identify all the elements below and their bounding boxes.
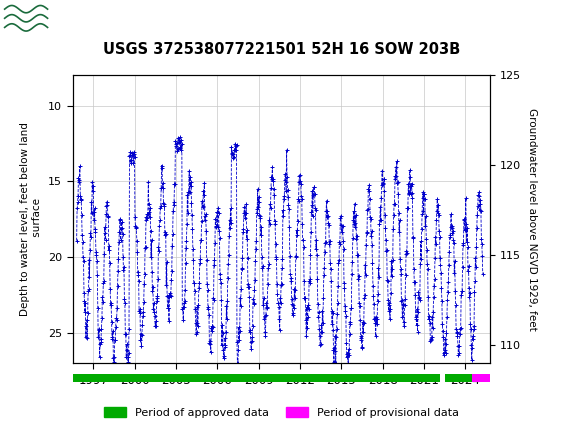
Text: USGS 372538077221501 52H 16 SOW 203B: USGS 372538077221501 52H 16 SOW 203B (103, 42, 460, 57)
Text: USGS: USGS (55, 9, 106, 27)
Legend: Period of approved data, Period of provisional data: Period of approved data, Period of provi… (99, 403, 463, 422)
Y-axis label: Depth to water level, feet below land
 surface: Depth to water level, feet below land su… (20, 123, 42, 316)
Y-axis label: Groundwater level above NGVD 1929, feet: Groundwater level above NGVD 1929, feet (527, 108, 536, 331)
Bar (3, 3, 49, 34)
